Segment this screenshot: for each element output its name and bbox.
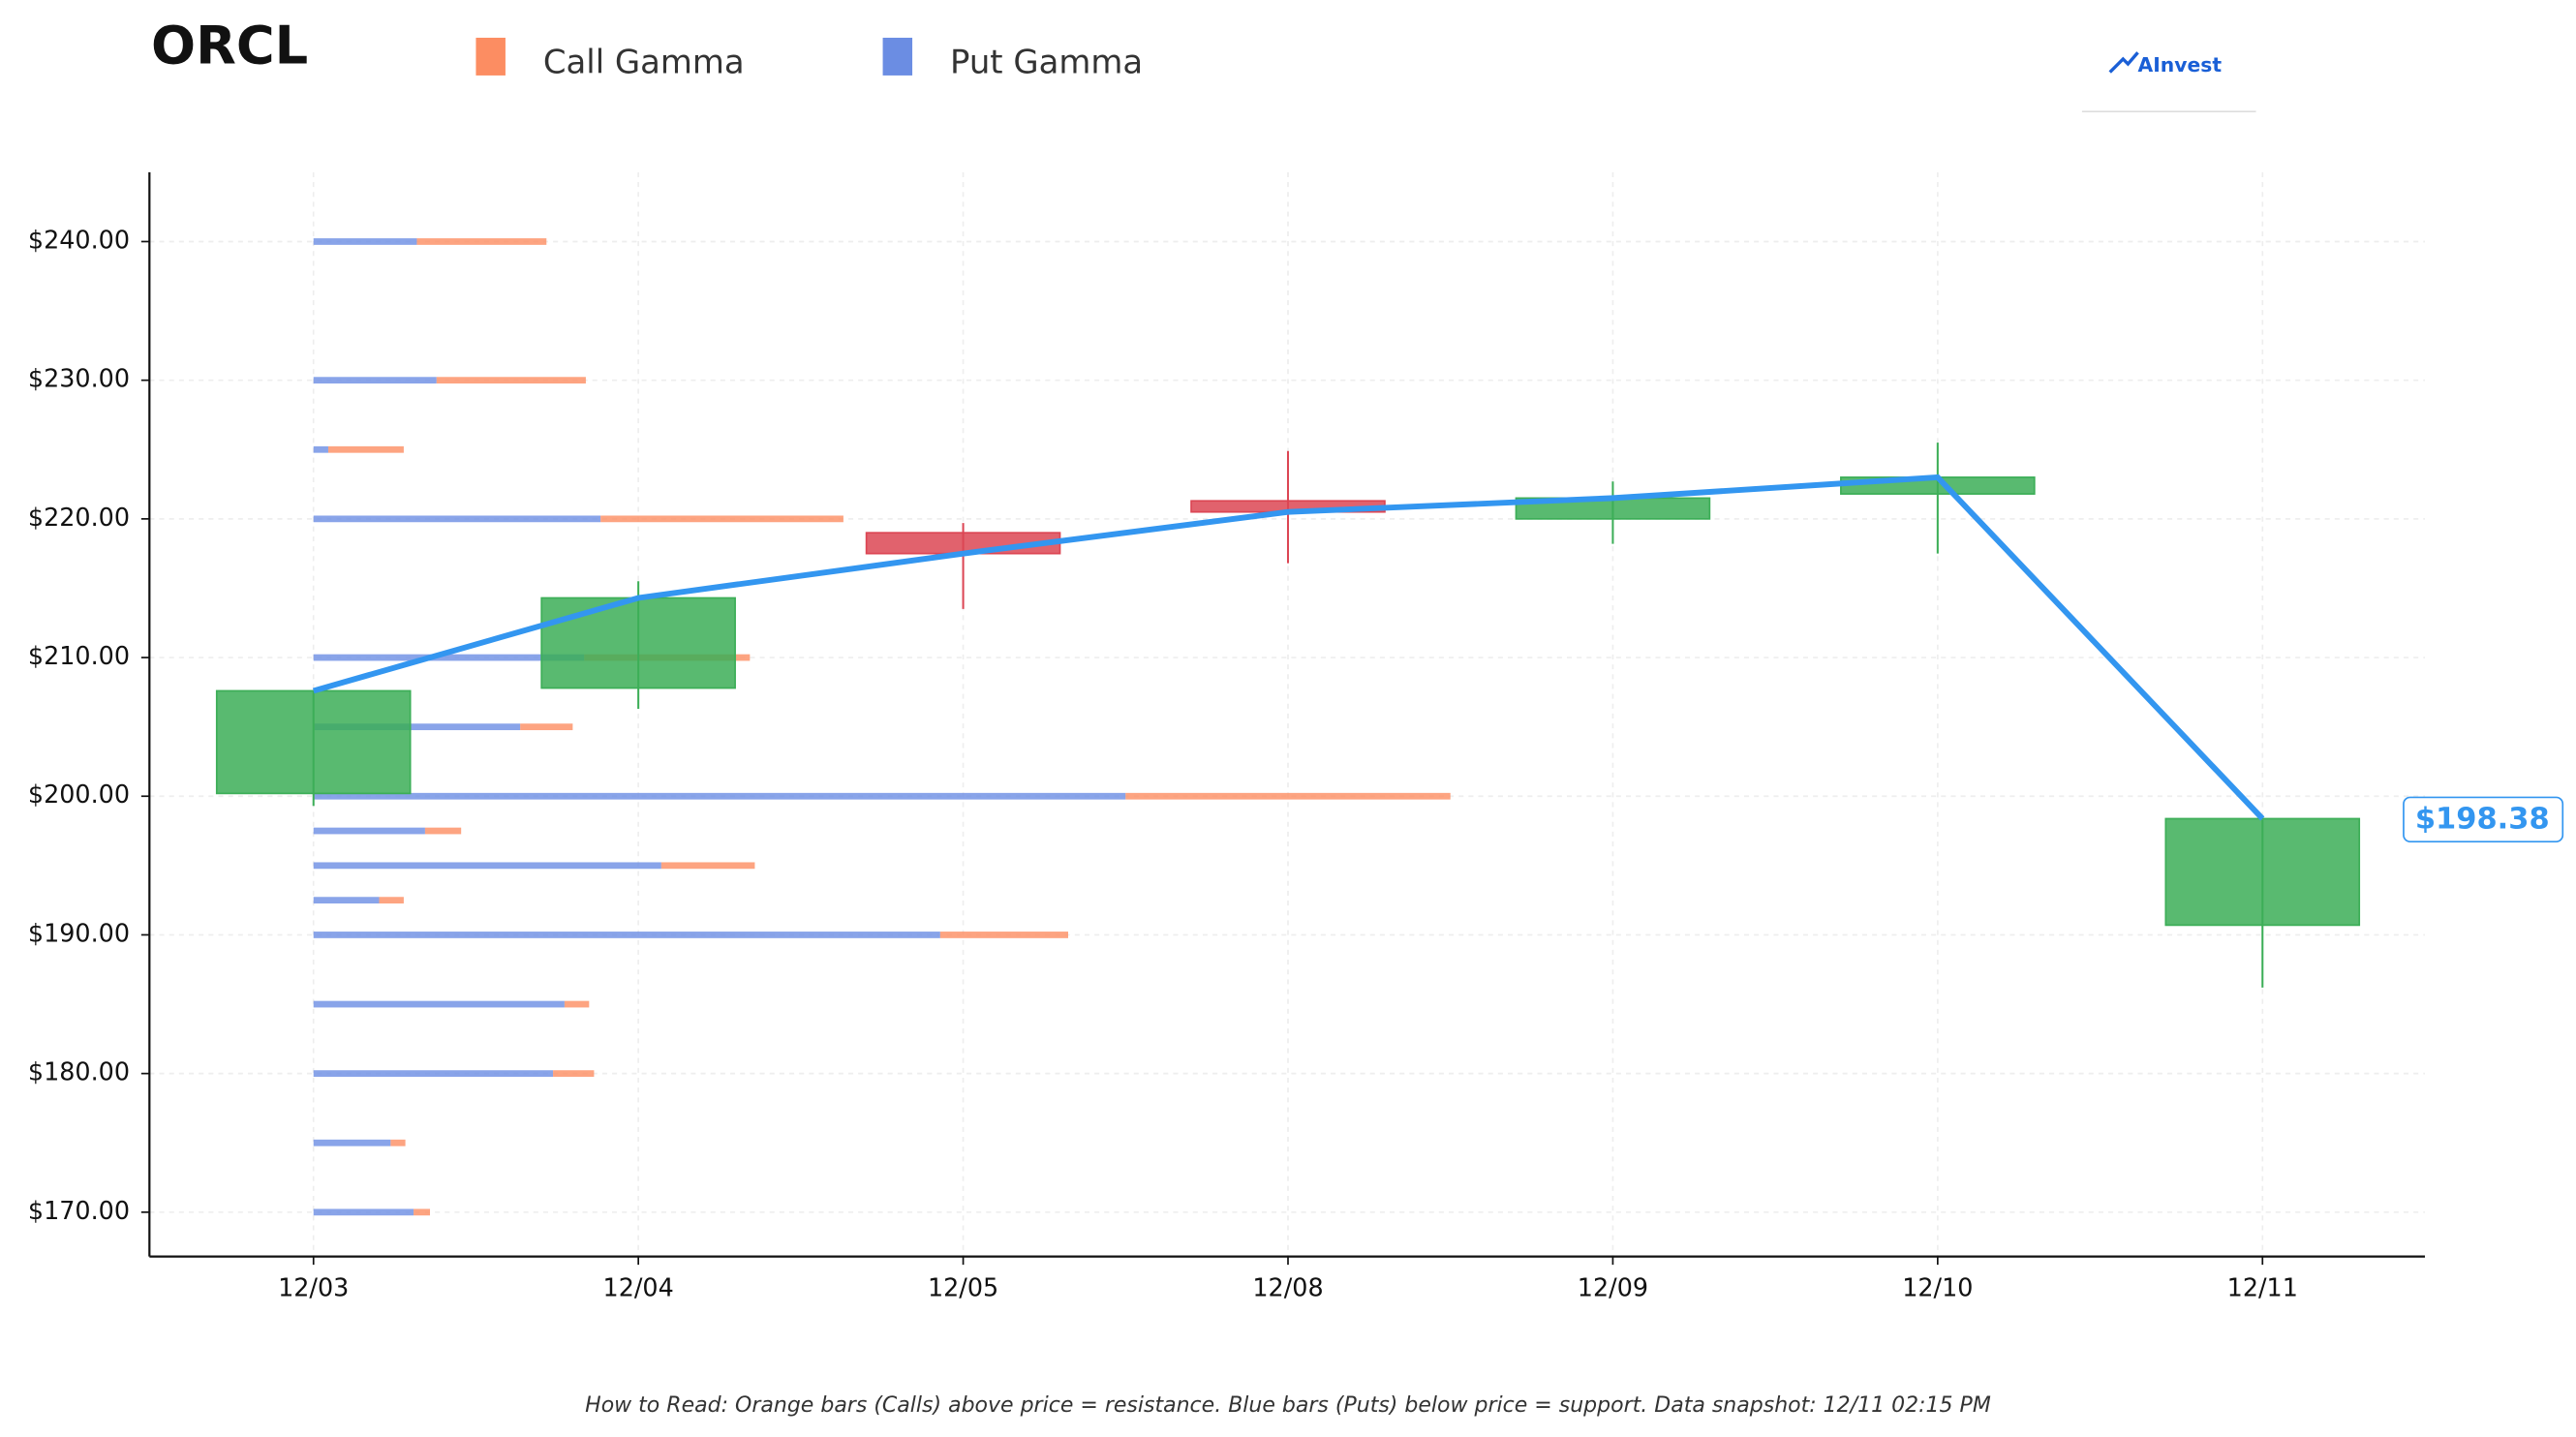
x-tick-label: 12/04 — [603, 1273, 674, 1302]
y-tick-label: $180.00 — [28, 1057, 130, 1086]
x-tick-label: 12/05 — [928, 1273, 998, 1302]
close-line — [312, 474, 2265, 821]
candle-body — [215, 689, 412, 795]
candle-body — [2164, 817, 2361, 927]
gamma-bar — [436, 377, 586, 384]
x-tick-label: 12/03 — [278, 1273, 349, 1302]
gamma-bar — [600, 515, 843, 523]
gamma-bar — [520, 723, 573, 731]
gamma-bar — [313, 1139, 391, 1147]
x-tick-label: 12/10 — [1902, 1273, 1973, 1302]
chart-title: ORCL — [151, 15, 308, 76]
y-tick-label: $210.00 — [28, 641, 130, 670]
y-tick-label: $240.00 — [28, 225, 130, 254]
gamma-bar — [313, 377, 437, 384]
x-tick-label: 12/11 — [2227, 1273, 2298, 1302]
gamma-bar — [424, 827, 462, 835]
gamma-bar — [660, 862, 755, 870]
gamma-bar — [416, 238, 547, 245]
gamma-bar — [313, 1000, 565, 1008]
gamma-bar — [564, 1000, 590, 1008]
y-tick-label: $190.00 — [28, 918, 130, 947]
price-label-box — [2403, 796, 2564, 843]
x-tick-label: 12/08 — [1252, 1273, 1323, 1302]
brand: AInvest — [2138, 53, 2223, 76]
gamma-bar — [313, 862, 661, 870]
gamma-bar — [313, 1070, 554, 1078]
gamma-bar — [414, 1208, 431, 1216]
legend-label: Call Gamma — [543, 44, 745, 81]
gamma-bar — [313, 238, 417, 245]
gamma-bar — [553, 1070, 595, 1078]
y-tick-label: $230.00 — [28, 364, 130, 393]
gamma-bar — [313, 1208, 414, 1216]
candle-body — [540, 596, 736, 689]
gamma-bar — [939, 932, 1068, 938]
gamma-bar — [1125, 792, 1451, 800]
gamma-bar — [390, 1139, 406, 1147]
gamma-bar — [313, 897, 380, 904]
gamma-bar — [379, 897, 404, 904]
y-tick-label: $200.00 — [28, 780, 130, 809]
y-tick-label: $220.00 — [28, 503, 130, 532]
legend-swatch — [882, 37, 913, 76]
gamma-bar — [313, 445, 328, 453]
gamma-bar — [313, 827, 425, 835]
price-label: $198.38 — [2415, 803, 2550, 837]
legend-label: Put Gamma — [950, 44, 1143, 81]
x-tick-label: 12/09 — [1578, 1273, 1648, 1302]
footnote: How to Read: Orange bars (Calls) above p… — [585, 1393, 1991, 1418]
logo: AInvest — [2081, 51, 2256, 113]
gamma-bar — [327, 445, 404, 453]
gamma-bar — [313, 792, 1126, 800]
gamma-bar — [313, 932, 940, 938]
gamma-bar — [313, 723, 521, 731]
y-tick-label: $170.00 — [28, 1196, 130, 1225]
gamma-bar — [313, 515, 601, 523]
gamma-bar — [313, 654, 585, 661]
legend-swatch — [475, 37, 506, 76]
